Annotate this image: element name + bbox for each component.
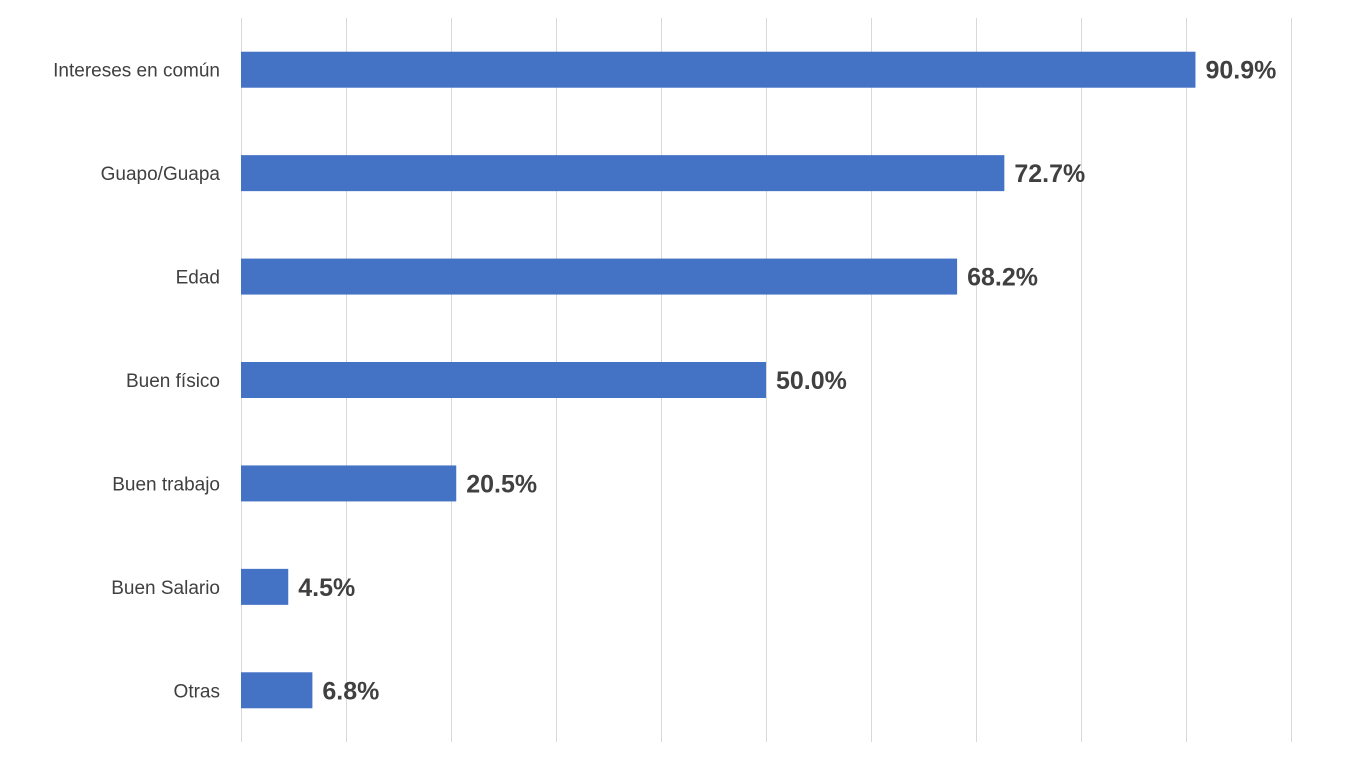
category-label: Otras xyxy=(174,681,220,702)
data-label: 90.9% xyxy=(1205,57,1276,85)
category-label: Intereses en común xyxy=(53,61,220,82)
category-labels: Intereses en común Guapo/Guapa Edad Buen fí… xyxy=(53,61,220,703)
category-label: Edad xyxy=(176,268,220,289)
category-label: Buen Salario xyxy=(111,578,220,599)
category-label: Buen trabajo xyxy=(112,474,220,495)
data-label: 4.5% xyxy=(298,574,355,602)
data-label: 6.8% xyxy=(322,677,379,705)
bar xyxy=(241,568,289,605)
data-label: 20.5% xyxy=(466,470,537,498)
bar xyxy=(241,51,1196,88)
bars xyxy=(241,51,1196,709)
data-label: 72.7% xyxy=(1014,160,1085,188)
data-label: 50.0% xyxy=(776,367,847,395)
bar xyxy=(241,258,958,295)
category-label: Buen físico xyxy=(126,371,220,392)
bar xyxy=(241,672,313,709)
bar xyxy=(241,362,766,398)
bar xyxy=(241,155,1005,192)
bar xyxy=(241,465,457,502)
data-label: 68.2% xyxy=(967,264,1038,292)
category-label: Guapo/Guapa xyxy=(101,164,221,185)
value-labels: 90.9% 72.7% 68.2% 50.0% 20.5% 4.5% 6.8% xyxy=(298,57,1276,706)
